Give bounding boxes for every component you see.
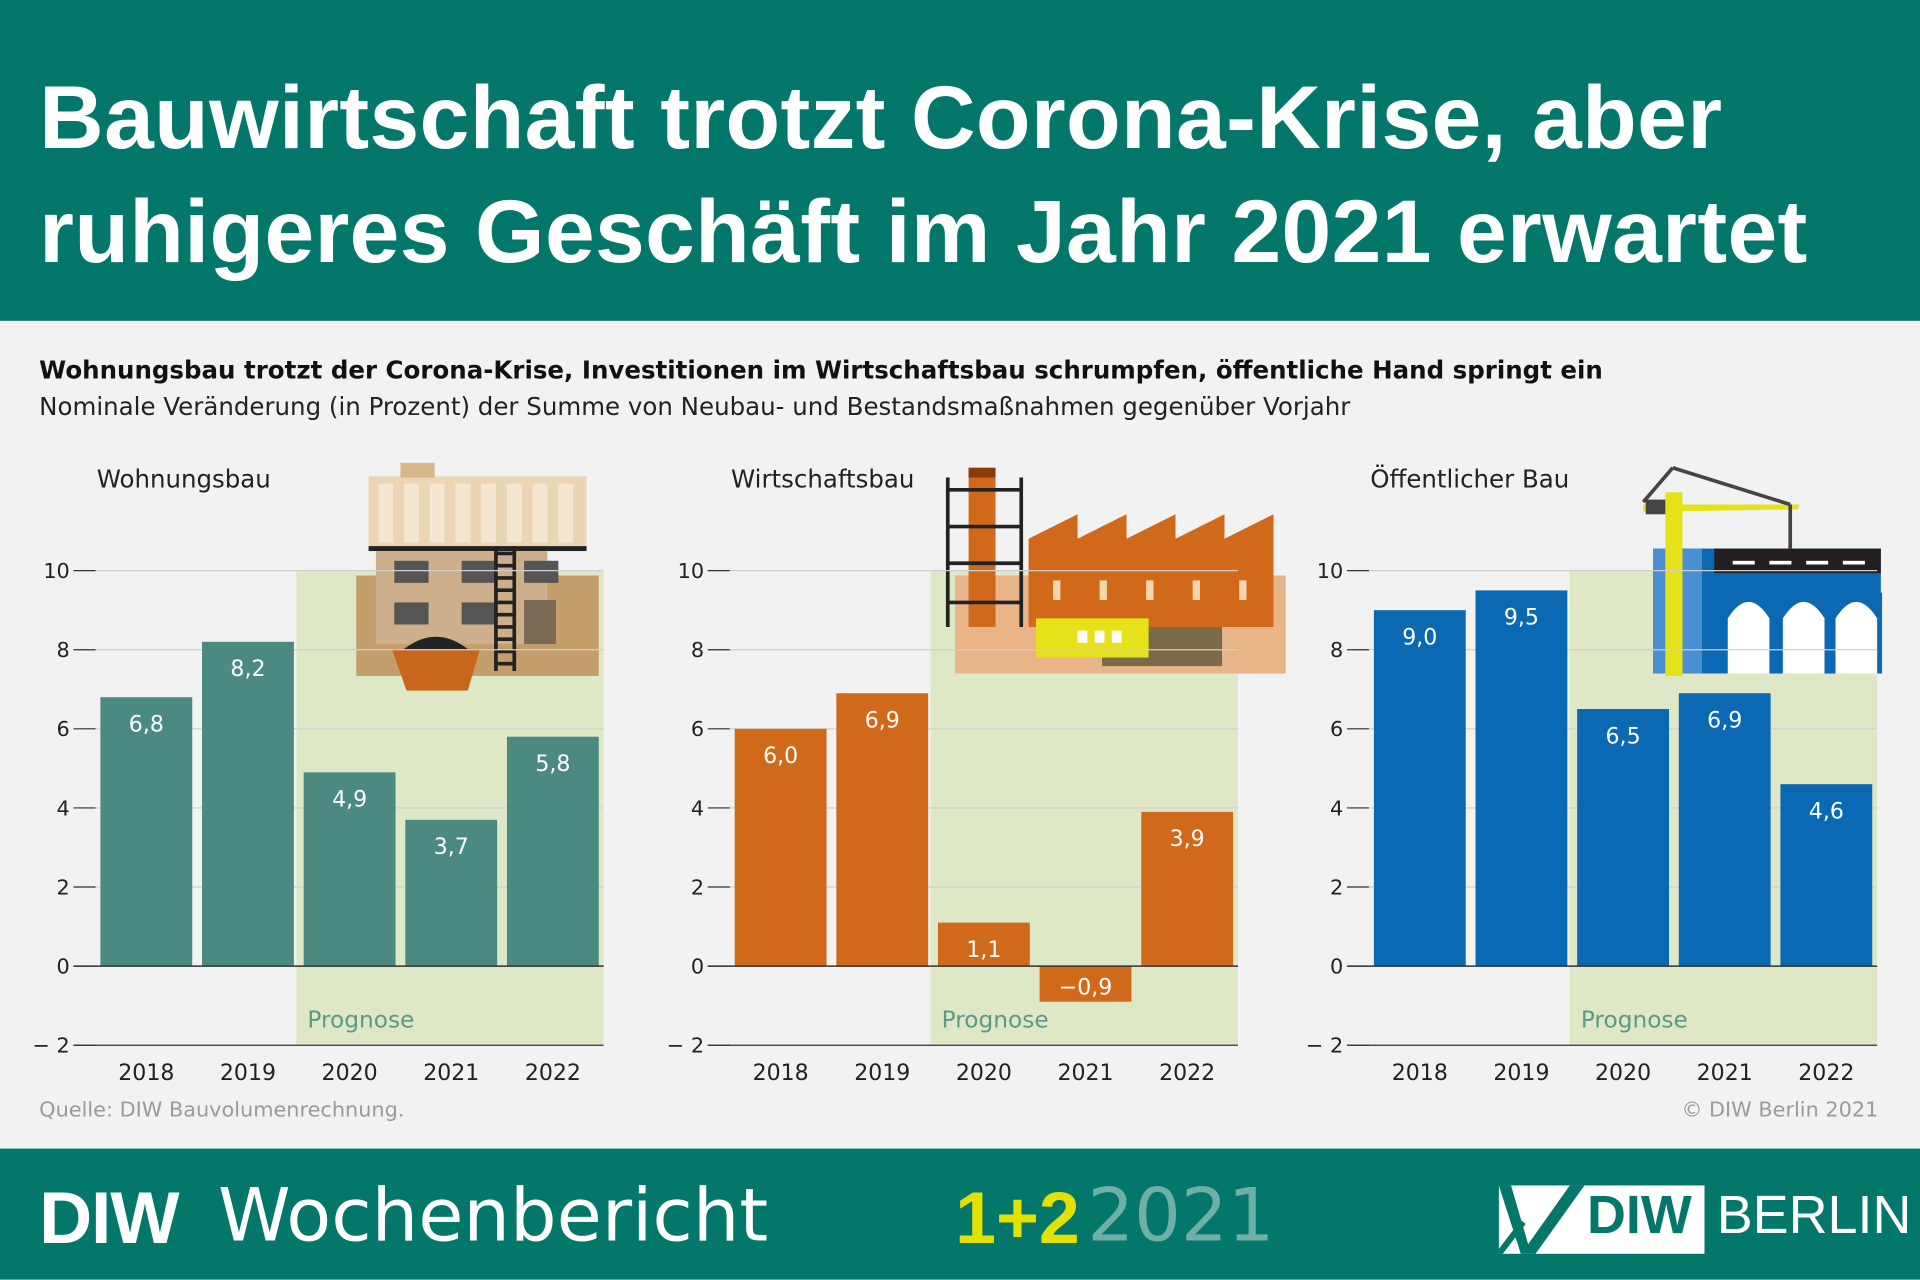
prognose-label: Prognose xyxy=(307,1006,414,1033)
y-tick-label: 8 xyxy=(1330,638,1343,662)
x-tick-label: 2019 xyxy=(1493,1061,1549,1086)
y-tick-label: 2 xyxy=(57,875,70,899)
data-label: 3,9 xyxy=(1170,827,1205,852)
x-tick-label: 2019 xyxy=(854,1061,910,1086)
bar-2019 xyxy=(202,641,294,967)
bar-2021 xyxy=(405,819,498,967)
y-tick-label: 4 xyxy=(691,796,704,820)
y-tick-label: 6 xyxy=(1330,717,1343,741)
y-tick-label: − 2 xyxy=(1306,1034,1343,1058)
bar-2022 xyxy=(1780,784,1873,967)
panel-title: Wohnungsbau xyxy=(97,464,271,493)
page-title: Bauwirtschaft trotzt Corona-Krise, aber … xyxy=(39,61,1808,289)
y-tick-label: 8 xyxy=(691,638,704,662)
data-label: 6,9 xyxy=(1707,709,1742,734)
x-tick-label: 2022 xyxy=(525,1061,581,1086)
y-tick-label: 0 xyxy=(57,954,70,978)
bar-2018 xyxy=(734,728,827,967)
y-tick-label: 6 xyxy=(57,717,70,741)
bar-2021 xyxy=(1678,693,1771,967)
chart-subtitle: Wohnungsbau trotzt der Corona-Krise, Inv… xyxy=(39,355,1603,385)
prognose-label: Prognose xyxy=(1581,1006,1688,1033)
publication-diw: DIW xyxy=(39,1176,179,1259)
y-tick-label: 4 xyxy=(1330,796,1343,820)
issue-year: 2021 xyxy=(1087,1173,1275,1259)
title-line-1: Bauwirtschaft trotzt Corona-Krise, aber xyxy=(39,68,1723,168)
data-label: 4,6 xyxy=(1809,799,1844,824)
copyright: © DIW Berlin 2021 xyxy=(1681,1098,1879,1123)
bar-2020 xyxy=(303,772,396,967)
y-tick-label: 0 xyxy=(1330,954,1343,978)
y-tick-label: 4 xyxy=(57,796,70,820)
data-label: 6,8 xyxy=(129,712,164,737)
residential-building-icon xyxy=(356,462,599,691)
chart-description: Nominale Veränderung (in Prozent) der Su… xyxy=(39,391,1351,422)
data-label: 5,8 xyxy=(535,752,570,777)
issue-number: 1+2 xyxy=(955,1176,1080,1259)
y-tick-label: − 2 xyxy=(33,1034,70,1058)
bar-2018 xyxy=(1373,610,1466,967)
y-tick-label: 10 xyxy=(43,559,69,583)
x-tick-label: 2019 xyxy=(220,1061,276,1086)
bridge-crane-icon xyxy=(1641,466,1883,676)
y-tick-label: 8 xyxy=(57,638,70,662)
y-tick-label: 6 xyxy=(691,717,704,741)
data-label: 4,9 xyxy=(332,788,367,813)
logo-berlin-text: BERLIN xyxy=(1716,1185,1912,1246)
chart-wirtschaftsbau: 10 8 6 4 2 0 − 2 Wirtschaftsbau 6,0 2018 6,9 2019 1,… xyxy=(667,464,1286,1086)
x-tick-label: 2018 xyxy=(1392,1061,1448,1086)
data-label: 9,0 xyxy=(1402,625,1437,650)
bar-2018 xyxy=(100,697,193,967)
chart-wohnungsbau: 10 8 6 4 2 0 − 2 Wohnungsbau 6,8 2018 8,2 2019 4,9 20… xyxy=(33,462,604,1086)
x-tick-label: 2018 xyxy=(753,1061,809,1086)
chart-oeffentlicher-bau: 10 8 6 4 2 0 − 2 Öffentlicher Bau 9,0 2018 9,5 2019… xyxy=(1306,464,1883,1086)
data-label: 6,9 xyxy=(865,709,900,734)
data-label: 3,7 xyxy=(434,835,469,860)
bar-2020 xyxy=(1577,709,1669,967)
title-line-2: ruhigeres Geschäft im Jahr 2021 erwartet xyxy=(39,182,1808,282)
diw-logo-icon xyxy=(1498,1185,1705,1254)
x-tick-label: 2020 xyxy=(956,1061,1012,1086)
data-label: 6,0 xyxy=(763,744,798,769)
panel-title: Öffentlicher Bau xyxy=(1370,464,1569,493)
data-label: 1,1 xyxy=(966,938,1001,963)
bar-2019 xyxy=(836,693,929,967)
source-note: Quelle: DIW Bauvolumenrechnung. xyxy=(39,1098,405,1123)
x-tick-label: 2021 xyxy=(1057,1061,1113,1086)
y-tick-label: − 2 xyxy=(667,1034,704,1058)
x-tick-label: 2022 xyxy=(1798,1061,1854,1086)
bar-2020 xyxy=(937,922,1030,967)
logo-diw-text: DIW xyxy=(1586,1185,1692,1246)
x-tick-label: 2022 xyxy=(1159,1061,1215,1086)
y-tick-label: 2 xyxy=(1330,875,1343,899)
x-tick-label: 2020 xyxy=(322,1061,378,1086)
publication-name: Wochenbericht xyxy=(217,1173,769,1259)
x-tick-label: 2021 xyxy=(1697,1061,1753,1086)
bar-2022 xyxy=(1141,811,1234,967)
bar-2022 xyxy=(506,736,599,967)
panel-title: Wirtschaftsbau xyxy=(731,464,914,493)
x-tick-label: 2021 xyxy=(423,1061,479,1086)
y-tick-label: 10 xyxy=(678,559,704,583)
bar-2019 xyxy=(1475,590,1568,967)
y-tick-label: 10 xyxy=(1317,559,1343,583)
x-tick-label: 2020 xyxy=(1595,1061,1651,1086)
prognose-label: Prognose xyxy=(942,1006,1049,1033)
bar-2021 xyxy=(1039,966,1132,1002)
x-tick-label: 2018 xyxy=(118,1061,174,1086)
footer-banner: DIW Wochenbericht 1+2 2021 DIW BERLIN xyxy=(0,1148,1920,1280)
y-tick-label: 2 xyxy=(691,875,704,899)
data-label: −0,9 xyxy=(1059,975,1113,1000)
header-banner: Bauwirtschaft trotzt Corona-Krise, aber … xyxy=(0,0,1920,321)
data-label: 6,5 xyxy=(1606,724,1641,749)
data-label: 9,5 xyxy=(1504,606,1539,631)
y-tick-label: 0 xyxy=(691,954,704,978)
data-label: 8,2 xyxy=(230,657,265,682)
